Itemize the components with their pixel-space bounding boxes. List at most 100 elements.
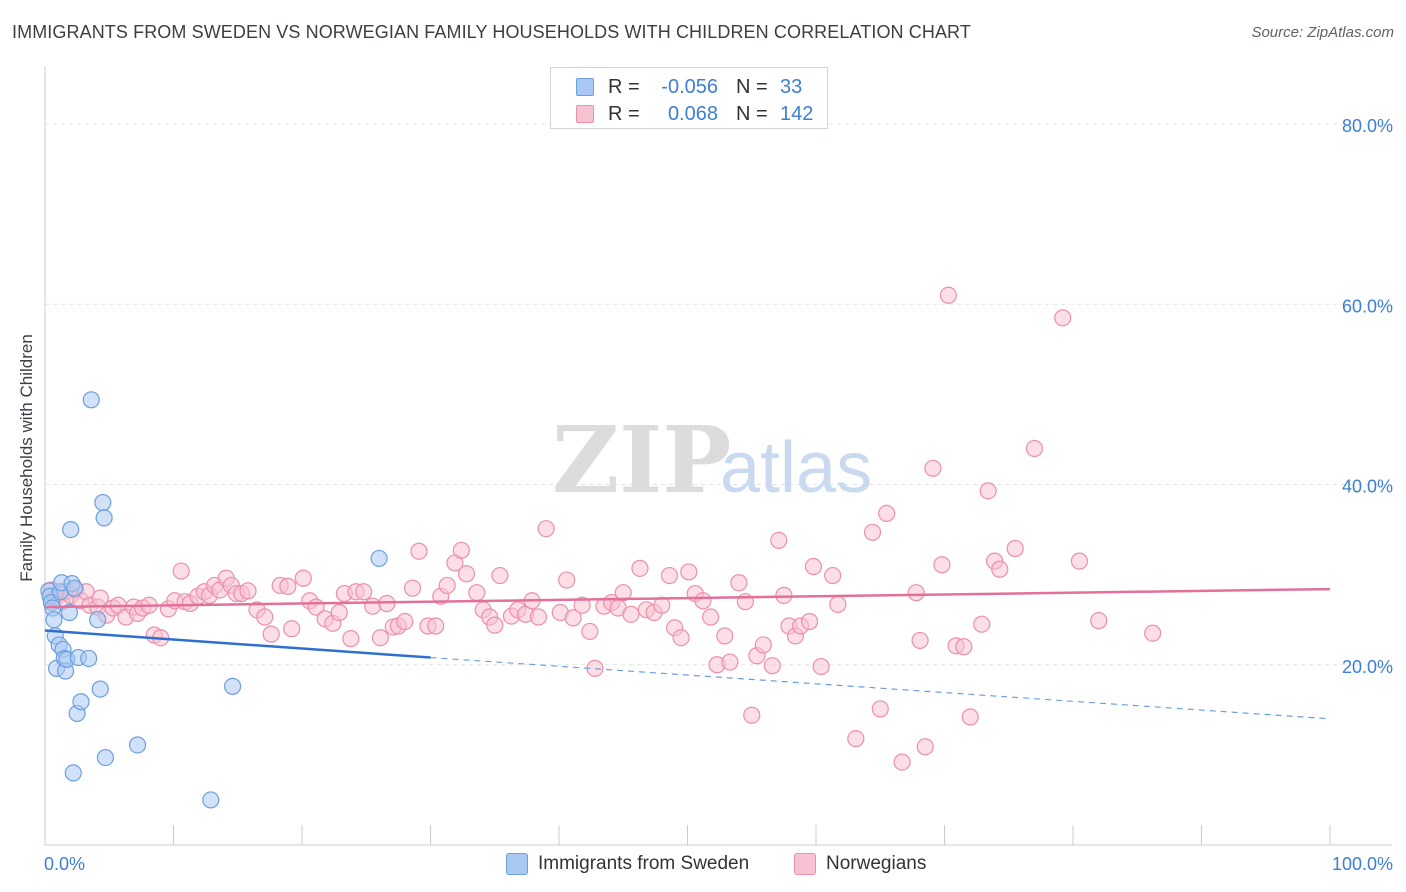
r-label: R = [608, 102, 640, 125]
tick-labels: 20.0% 40.0% 60.0% 80.0% 0.0% 100.0% [44, 116, 1393, 874]
sweden-trend-line [44, 629, 431, 659]
norwegians-point [716, 627, 734, 645]
norwegians-point [907, 584, 925, 602]
norwegians-point [1025, 439, 1044, 458]
norwegians-point [364, 597, 382, 615]
norwegians-point [262, 625, 280, 643]
watermark-zip: ZIP [552, 406, 731, 514]
sweden-point [72, 693, 90, 711]
norwegians-point [581, 622, 599, 641]
norwegians-point [961, 708, 979, 726]
norwegians-point [680, 563, 698, 581]
norwegians-point [330, 603, 348, 622]
norwegians-point [770, 531, 788, 550]
y-tick-label: 20.0% [1342, 657, 1393, 677]
norwegians-point [355, 583, 373, 601]
norwegians-point [457, 565, 476, 583]
y-tick-label: 80.0% [1342, 116, 1393, 136]
sweden-point [80, 649, 98, 668]
norwegians-point [991, 560, 1009, 578]
sweden-point [62, 520, 80, 539]
norwegians-point [933, 556, 951, 574]
norwegians-swatch [576, 105, 594, 123]
norwegians-point [871, 700, 889, 718]
norwegians-point [800, 612, 819, 631]
sweden-points [40, 391, 388, 809]
norwegians-point [702, 608, 720, 626]
y-tick-label: 40.0% [1342, 477, 1393, 497]
sweden-trend-projection [430, 656, 1331, 720]
trend-lines [44, 587, 1331, 720]
r-label: R = [608, 75, 640, 98]
norwegians-point [812, 657, 830, 676]
axes [44, 66, 1392, 846]
r-value: -0.056 [661, 75, 718, 98]
norwegians-point [1054, 309, 1072, 327]
norwegians-point [660, 566, 679, 585]
norwegians-point [743, 706, 761, 724]
norwegians-point [468, 584, 486, 602]
norwegians-point [979, 482, 997, 500]
norwegians-point [573, 596, 591, 614]
norwegians-point [410, 542, 428, 560]
n-label: N = [736, 75, 768, 98]
norwegians-point [631, 559, 649, 577]
sweden-point [89, 611, 107, 629]
source-label: Source: ZipAtlas.com [1251, 24, 1394, 41]
norwegians-point [622, 605, 640, 623]
sweden-point [96, 748, 114, 767]
norwegians-point [558, 571, 576, 589]
y-axis-label: Family Households with Children [17, 334, 36, 582]
norwegians-point [730, 574, 748, 592]
x-tick-label: 100.0% [1332, 854, 1393, 874]
norwegians-point [614, 584, 632, 602]
legend-row-norwegians: R = 0.068 N = 142 [576, 103, 820, 125]
norwegians-point [452, 541, 470, 559]
norwegians-point [847, 730, 865, 748]
norwegians-point [824, 566, 842, 585]
n-value: 33 [780, 75, 803, 98]
norwegians-point [537, 520, 555, 538]
norwegians-point [973, 615, 991, 633]
norwegians-point [1090, 612, 1108, 630]
norwegians-point [911, 631, 929, 650]
norwegians-point [878, 504, 896, 522]
sweden-swatch [576, 78, 594, 96]
sweden-point [202, 791, 220, 809]
norwegians-point [893, 753, 911, 771]
norwegians-swatch [794, 853, 816, 875]
chart-title: IMMIGRANTS FROM SWEDEN VS NORWEGIAN FAMI… [12, 22, 971, 42]
norwegians-point [804, 557, 823, 576]
norwegians-point [283, 620, 301, 638]
legend-row-sweden: R = -0.056 N = 33 [576, 76, 820, 98]
norwegians-point [427, 617, 445, 635]
norwegians-point [256, 608, 274, 626]
norwegians-point [294, 569, 312, 587]
norwegians-point [564, 609, 582, 627]
sweden-point [95, 509, 113, 527]
n-label: N = [736, 102, 768, 125]
sweden-point [64, 764, 82, 782]
norwegians-point [403, 579, 422, 597]
norwegians-trend-line [44, 587, 1331, 609]
correlation-legend: R = -0.056 N = 33 R = 0.068 N = 142 [550, 67, 828, 129]
norwegians-point [955, 638, 973, 656]
sweden-legend-label: Immigrants from Sweden [538, 853, 750, 874]
sweden-point [45, 611, 63, 629]
watermark-atlas: atlas [720, 428, 872, 508]
norwegians-point [939, 286, 957, 304]
norwegians-point [172, 562, 190, 580]
norwegians-point [1070, 552, 1089, 570]
norwegians-point [342, 630, 360, 648]
norwegians-point [754, 636, 772, 654]
sweden-point [91, 680, 109, 698]
norwegians-point [491, 566, 509, 585]
n-value: 142 [780, 102, 814, 125]
norwegians-point [916, 738, 934, 756]
norwegians-point [279, 577, 297, 595]
norwegians-point [239, 582, 257, 600]
sweden-point [224, 677, 242, 695]
sweden-point [82, 391, 100, 409]
norwegians-point [863, 523, 882, 541]
